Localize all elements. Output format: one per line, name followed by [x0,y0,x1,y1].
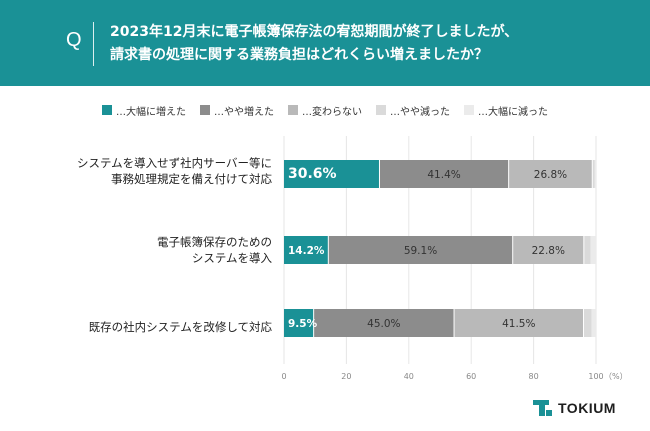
data-label: 22.8% [532,245,565,257]
legend-swatch [376,105,386,115]
legend-label: …変わらない [302,106,362,118]
data-label: 30.6% [288,166,337,182]
x-tick-label: 80 [529,372,539,381]
chart-legend: …大幅に増えた …やや増えた …変わらない …やや減った …大幅に減った [0,103,650,118]
category-label-line: 電子帳簿保存のための [157,235,272,249]
data-label: 41.4% [427,169,460,181]
bar-segment [590,236,596,264]
bar-segment [284,160,380,188]
bar-segment [583,309,592,337]
data-label: 59.1% [404,245,437,257]
x-tick-label: 60 [466,372,476,381]
bar-segment [591,309,596,337]
legend-item-greatly-increased: …大幅に増えた [102,103,186,118]
category-label-line: 既存の社内システムを改修して対応 [88,320,272,334]
bar-segment [512,236,584,264]
legend-label: …大幅に減った [478,106,548,118]
bar-segment [328,236,513,264]
x-tick-label: 100 [588,372,603,381]
category-label-modified-system: 既存の社内システムを改修して対応 [20,319,272,335]
legend-item-unchanged: …変わらない [288,103,362,118]
data-label: 41.5% [502,318,535,330]
bar-segment [583,236,591,264]
bar-segment [592,160,595,188]
bar-segment [594,160,596,188]
legend-label: …大幅に増えた [116,106,186,118]
data-label: 45.0% [367,318,400,330]
legend-label: …やや減った [390,106,450,118]
category-label-new-system: 電子帳簿保存のための システムを導入 [20,234,272,266]
data-label: 26.8% [534,169,567,181]
data-label: 9.5% [288,318,318,330]
category-label-line: システムを導入 [191,251,272,265]
question-header: Q 2023年12月末に電子帳簿保存法の宥恕期間が終了しましたが、 請求書の処理… [0,0,650,86]
data-label: 14.2% [288,245,325,257]
legend-swatch [288,105,298,115]
legend-swatch [102,105,112,115]
legend-item-greatly-decreased: …大幅に減った [464,103,548,118]
question-line-1: 2023年12月末に電子帳簿保存法の宥恕期間が終了しましたが、 [110,24,519,40]
question-line-2: 請求書の処理に関する業務負担はどれくらい増えましたか？ [110,47,488,63]
bar-segment [313,309,455,337]
legend-item-slightly-increased: …やや増えた [200,103,274,118]
bar-segment [454,309,584,337]
category-label-no-system: システムを導入せず社内サーバー等に 事務処理規定を備え付けて対応 [20,155,272,187]
legend-label: …やや増えた [214,106,274,118]
x-unit-label: （%） [604,372,628,381]
bar-segment [379,160,509,188]
x-tick-label: 40 [404,372,414,381]
category-label-line: システムを導入せず社内サーバー等に [76,156,272,170]
legend-swatch [464,105,474,115]
brand-mark-icon [533,398,553,418]
legend-swatch [200,105,210,115]
brand-name: TOKIUM [558,400,616,416]
bar-segment [508,160,593,188]
bar-segment [284,236,329,264]
legend-item-slightly-decreased: …やや減った [376,103,450,118]
x-tick-label: 0 [281,372,286,381]
brand-logo: TOKIUM [533,398,616,418]
x-tick-label: 20 [341,372,351,381]
category-label-line: 事務処理規定を備え付けて対応 [111,172,272,186]
question-mark-label: Q [66,29,82,51]
header-divider [93,22,94,66]
question-text: 2023年12月末に電子帳簿保存法の宥恕期間が終了しましたが、 請求書の処理に関… [110,21,640,67]
bar-segment [284,309,314,337]
